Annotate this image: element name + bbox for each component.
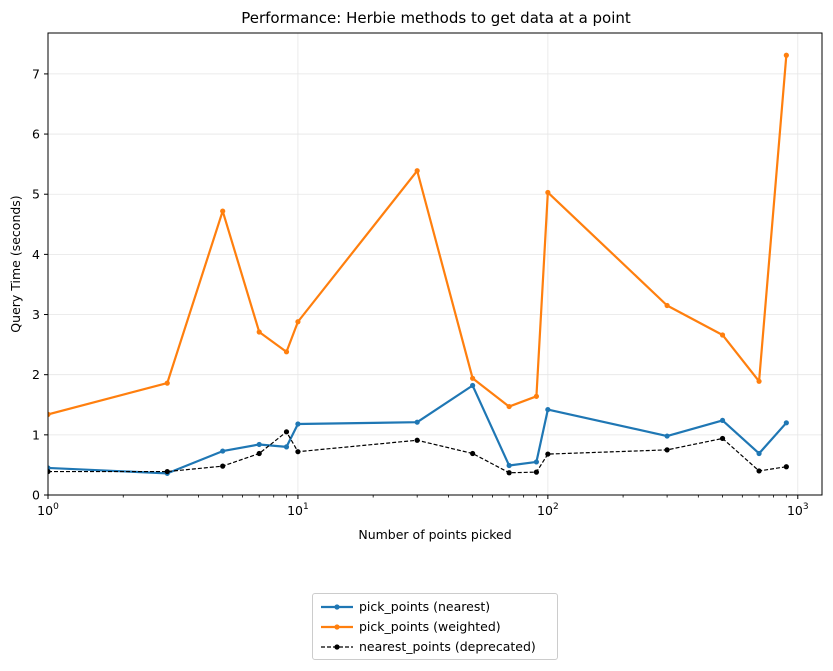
data-point: [533, 459, 540, 465]
x-tick-label: 100: [37, 502, 59, 518]
data-point: [470, 450, 476, 457]
data-point: [783, 420, 789, 426]
data-point: [470, 375, 476, 381]
data-point: [283, 349, 290, 355]
legend-swatch: [321, 644, 353, 650]
data-point: [719, 332, 726, 338]
data-point: [295, 449, 301, 455]
legend-swatch: [321, 604, 353, 610]
y-axis-label: Query Time (seconds): [8, 195, 23, 332]
data-point: [719, 417, 726, 424]
data-point: [664, 433, 670, 439]
data-point: [533, 469, 540, 475]
data-point: [295, 319, 301, 325]
data-point: [295, 421, 301, 427]
y-tick-label: 0: [32, 488, 40, 503]
data-point: [756, 468, 762, 474]
y-tick-label: 5: [32, 187, 40, 202]
data-point: [756, 378, 762, 384]
series-line-2: [48, 431, 787, 474]
y-tick-label: 2: [32, 367, 40, 382]
data-point: [220, 208, 226, 214]
data-point: [256, 441, 262, 448]
data-point: [164, 468, 170, 475]
gridlines: [47, 33, 822, 496]
data-point: [533, 393, 540, 399]
data-point: [664, 447, 670, 453]
series-layer: [48, 52, 789, 476]
legend-item-deprecated: nearest_points (deprecated): [313, 637, 557, 657]
data-point: [545, 406, 551, 413]
series-line-0: [48, 384, 788, 475]
data-point: [48, 468, 51, 475]
y-tick-label: 4: [32, 247, 40, 262]
data-point: [414, 168, 420, 174]
y-axis: 0 1 2 3 4 5 6 7: [32, 66, 48, 503]
data-point: [48, 411, 51, 417]
data-point: [220, 463, 226, 469]
data-point: [256, 450, 262, 457]
data-point: [283, 444, 290, 450]
data-point: [664, 302, 670, 309]
x-axis-label: Number of points picked: [358, 527, 511, 542]
chart-title: Performance: Herbie methods to get data …: [241, 9, 631, 27]
x-tick-label: 103: [787, 502, 809, 518]
x-tick-label: 102: [537, 502, 559, 518]
x-tick-label: 101: [287, 502, 309, 518]
legend-swatch: [321, 624, 353, 630]
y-tick-label: 6: [32, 127, 40, 142]
data-point: [256, 329, 262, 335]
data-point: [506, 470, 512, 476]
y-tick-label: 3: [32, 307, 40, 322]
y-tick-label: 1: [32, 427, 40, 442]
data-point: [756, 450, 762, 457]
data-point: [783, 52, 789, 58]
data-point: [414, 437, 420, 443]
data-point: [545, 451, 551, 457]
data-point: [783, 464, 789, 470]
legend-label: pick_points (weighted): [359, 619, 501, 634]
x-axis: 100 101 102 103: [37, 495, 809, 518]
legend-label: pick_points (nearest): [359, 599, 491, 614]
y-tick-label: 7: [32, 66, 40, 81]
data-point: [220, 448, 226, 454]
data-point: [470, 382, 476, 389]
data-point: [164, 380, 170, 386]
legend-label: nearest_points (deprecated): [359, 639, 536, 654]
legend: pick_points (nearest) pick_points (weigh…: [312, 593, 558, 660]
legend-item-weighted: pick_points (weighted): [313, 617, 557, 637]
series-line-1: [48, 55, 788, 416]
data-point: [506, 403, 512, 410]
plot-frame: [47, 32, 823, 496]
data-point: [414, 419, 420, 425]
data-point: [506, 462, 512, 469]
legend-item-nearest: pick_points (nearest): [313, 597, 557, 617]
data-point: [545, 189, 551, 196]
data-point: [283, 429, 290, 435]
data-point: [719, 435, 726, 442]
